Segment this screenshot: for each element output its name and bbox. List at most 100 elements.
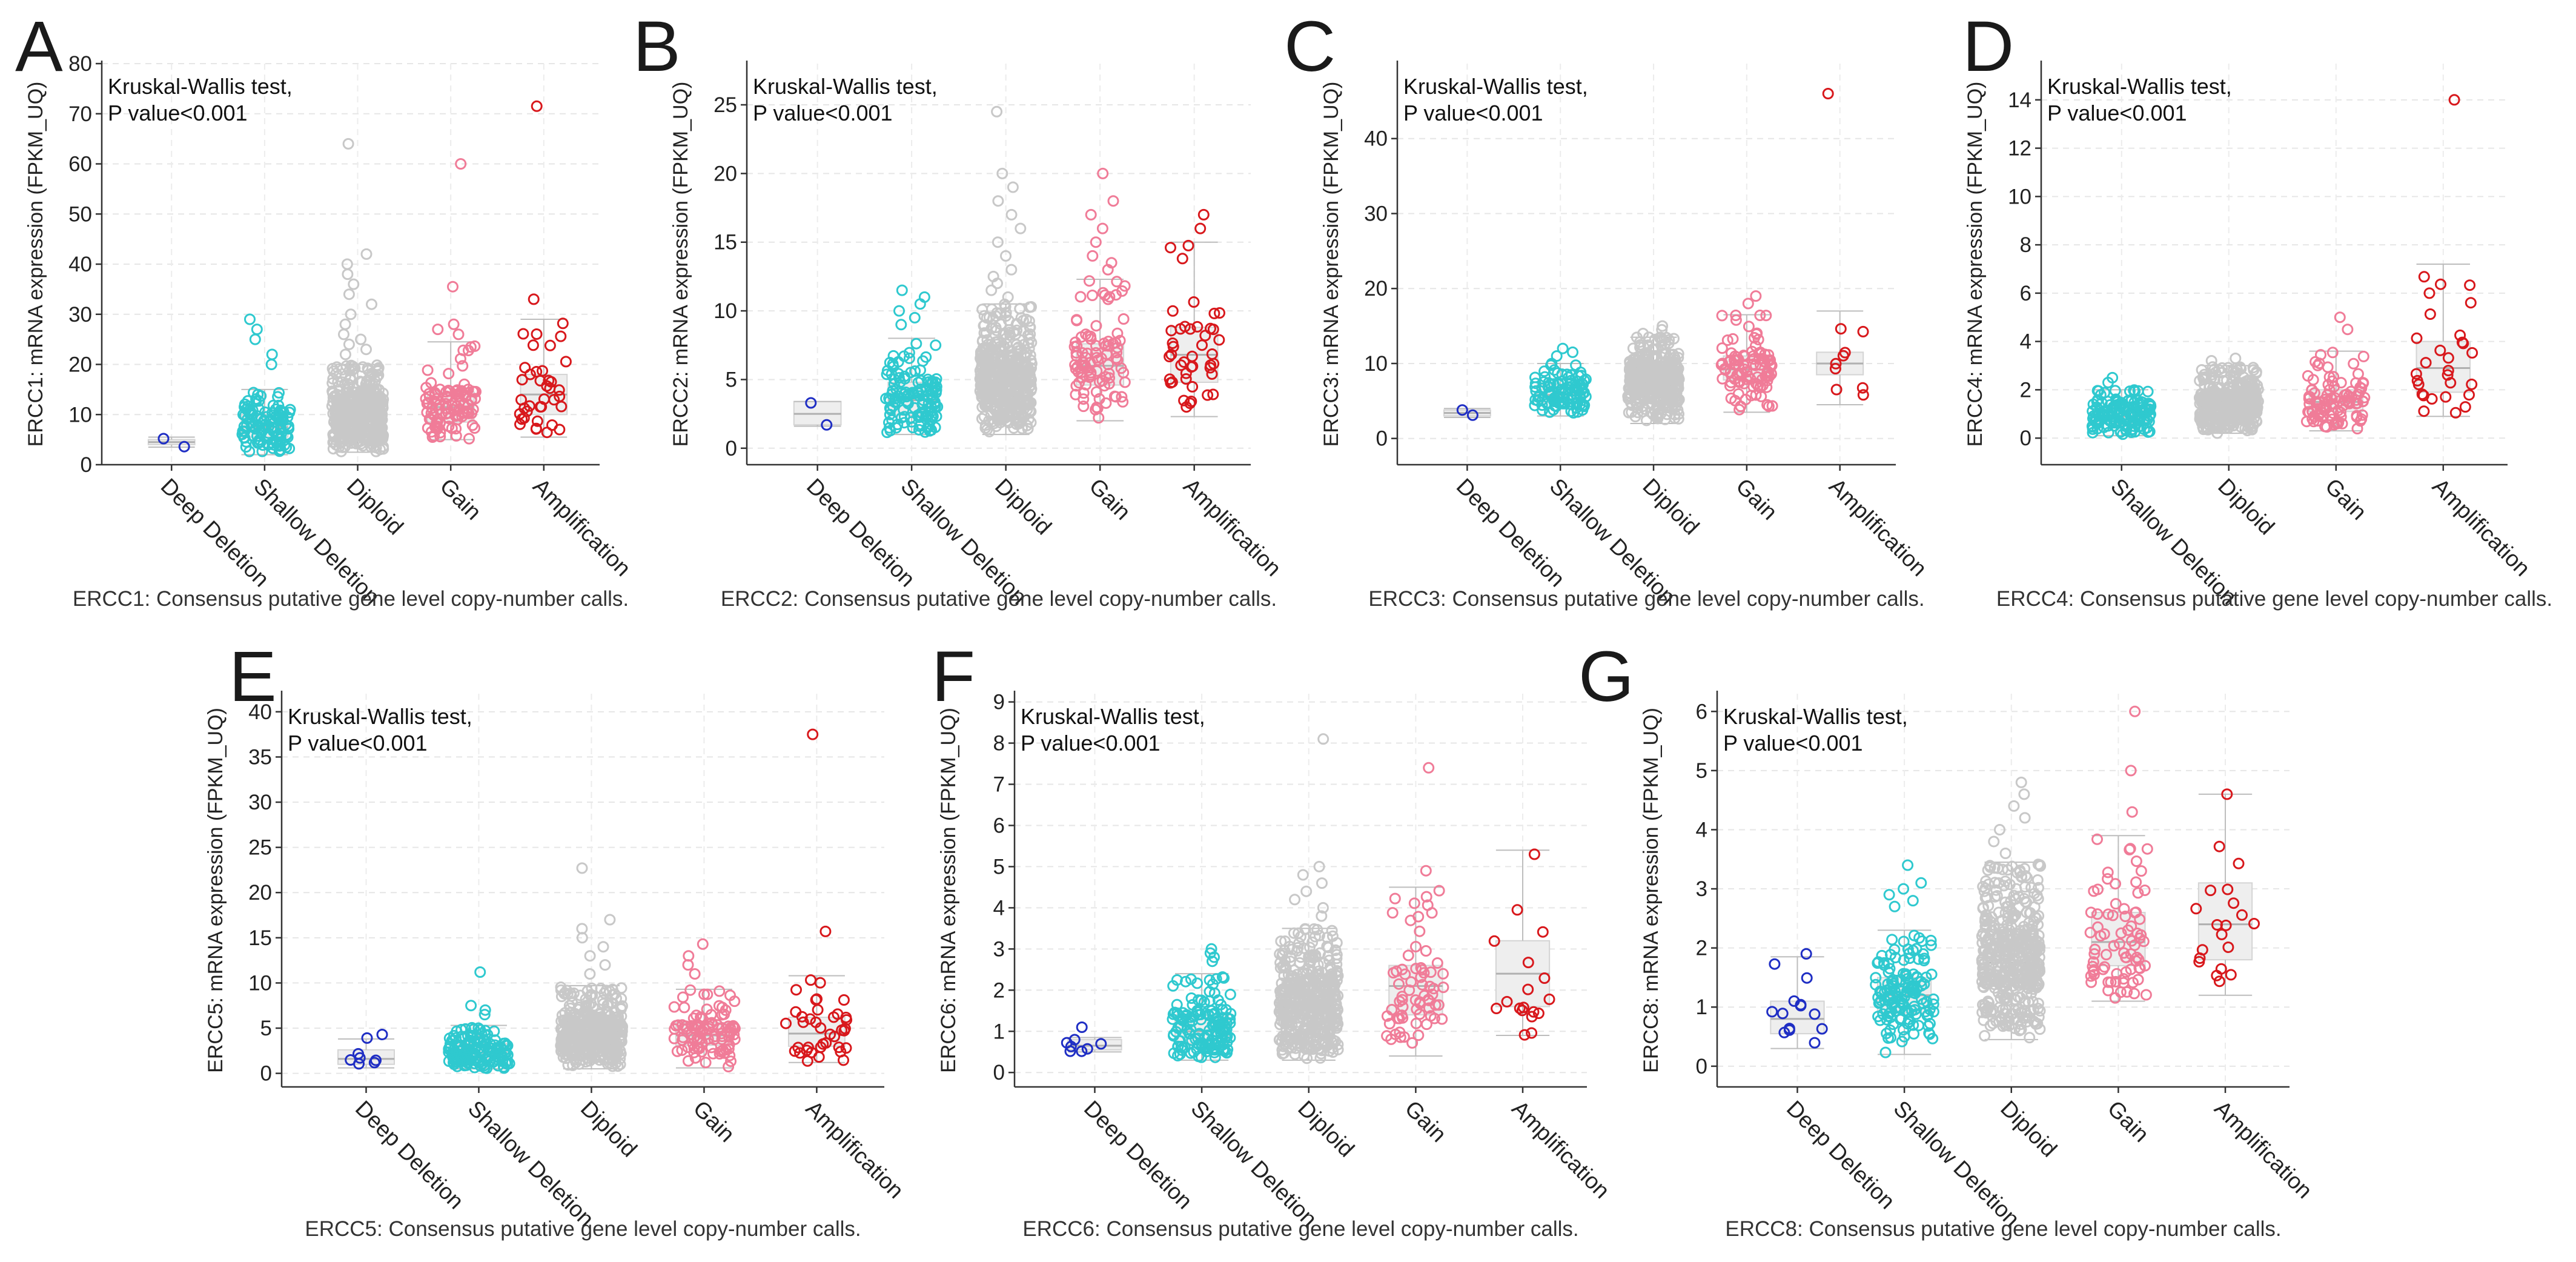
data-point (981, 312, 993, 324)
data-point (259, 406, 271, 418)
data-point (700, 1057, 712, 1069)
data-point (1117, 313, 1130, 325)
data-point (987, 364, 999, 376)
data-point (1491, 1003, 1503, 1014)
data-point (1887, 980, 1899, 992)
y-tick-label: 15 (714, 231, 737, 254)
data-point (1922, 1009, 1934, 1021)
data-point (524, 368, 536, 380)
data-point (1218, 972, 1230, 984)
data-point (1097, 287, 1109, 299)
data-point (1896, 998, 1909, 1010)
data-point (499, 1037, 511, 1049)
data-point (559, 1014, 571, 1026)
data-point (1383, 1018, 1396, 1030)
y-axis-title: ERCC4: mRNA expression (FPKM_UQ) (1964, 82, 1987, 447)
data-point (345, 308, 357, 320)
data-point (446, 422, 458, 434)
data-point (1200, 1042, 1212, 1054)
y-tick-label: 10 (714, 299, 737, 323)
points (443, 966, 515, 1074)
group-shallow-deletion (1529, 342, 1592, 419)
data-point (2335, 411, 2347, 423)
data-point (2351, 410, 2363, 422)
data-point (432, 324, 444, 336)
data-point (1006, 371, 1018, 383)
data-point (805, 974, 816, 986)
data-point (1167, 337, 1179, 349)
data-point (446, 1034, 459, 1046)
data-point (981, 423, 993, 436)
data-point (996, 167, 1008, 179)
data-point (915, 374, 927, 387)
data-point (896, 387, 908, 399)
x-axis-title: ERCC5: Consensus putative gene level cop… (305, 1217, 861, 1241)
data-point (420, 382, 432, 394)
data-point (474, 1046, 486, 1057)
data-point (2442, 352, 2454, 364)
data-point (1396, 991, 1408, 1003)
data-point (1412, 1029, 1425, 1041)
data-point (553, 384, 565, 396)
data-point (369, 436, 382, 448)
data-point (349, 362, 361, 374)
data-point (2218, 411, 2230, 423)
data-point (1316, 877, 1328, 889)
data-point (465, 1036, 477, 1048)
data-point (1014, 302, 1026, 314)
points (2086, 371, 2157, 440)
data-point (2217, 374, 2229, 387)
data-point (1202, 1009, 1214, 1021)
points (2410, 94, 2478, 419)
points (1456, 404, 1478, 421)
data-point (555, 330, 567, 342)
data-point (978, 319, 990, 331)
data-point (584, 968, 596, 980)
data-point (1107, 195, 1119, 207)
data-point (2459, 401, 2471, 413)
data-point (2246, 403, 2258, 415)
data-point (422, 422, 434, 434)
data-point (1428, 1012, 1440, 1025)
data-point (1301, 968, 1313, 979)
points (668, 938, 741, 1072)
data-point (1102, 264, 1114, 276)
data-point (2102, 376, 2114, 388)
data-point (1743, 320, 1755, 333)
data-point (272, 391, 284, 403)
data-point (462, 384, 474, 396)
data-point (838, 1025, 850, 1037)
data-point (914, 298, 926, 310)
data-point (805, 397, 817, 409)
points (514, 100, 572, 439)
data-point (725, 1055, 737, 1068)
data-point (1754, 310, 1766, 321)
data-point (1015, 222, 1027, 234)
data-point (1085, 333, 1097, 345)
data-point (353, 1058, 365, 1070)
data-point (1760, 310, 1772, 322)
group-diploid (1273, 733, 1344, 1064)
data-point (1164, 351, 1176, 362)
data-point (370, 383, 382, 395)
data-point (2221, 374, 2233, 387)
data-point (580, 993, 592, 1005)
data-point (239, 401, 250, 413)
y-tick-label: 20 (248, 881, 272, 905)
data-point (1185, 1047, 1197, 1059)
data-point (342, 138, 354, 150)
data-point (1730, 314, 1742, 326)
data-point (1720, 364, 1732, 376)
data-point (466, 407, 477, 419)
data-point (1873, 997, 1885, 1009)
y-tick-label: 10 (1364, 352, 1388, 376)
data-point (572, 1012, 584, 1024)
y-tick-label: 35 (248, 745, 272, 769)
data-point (2463, 389, 2475, 401)
group-amplification (1816, 88, 1869, 406)
data-point (531, 100, 543, 112)
data-point (1760, 370, 1772, 382)
chart-panel-e: E Deep Deletion Shallow Deletion Diploid Gai… (182, 630, 909, 1260)
